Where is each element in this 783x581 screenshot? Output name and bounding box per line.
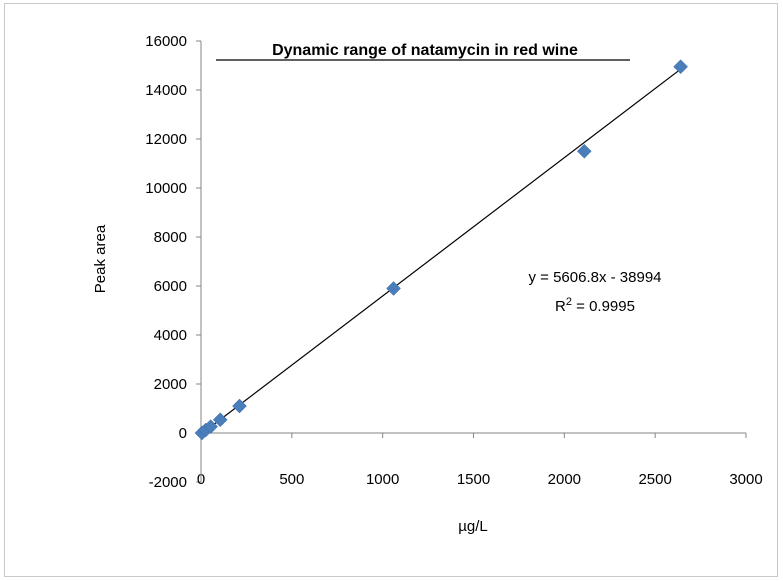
trendline-equation: y = 5606.8x - 38994 <box>528 269 661 286</box>
y-tick-label: 4000 <box>154 327 187 344</box>
chart-svg: -2000 0 2000 4000 6000 8000 10000 12000 14000 160… <box>92 33 763 535</box>
data-point <box>203 419 218 434</box>
x-axis-title: µg/L <box>458 518 488 535</box>
y-tick-label: 12000 <box>145 131 187 148</box>
x-tick-label: 1500 <box>457 471 490 488</box>
y-tick-label: 8000 <box>154 229 187 246</box>
chart-title: Dynamic range of natamycin in red wine <box>272 42 578 59</box>
x-tick-label: 3000 <box>729 471 762 488</box>
data-point <box>212 412 228 428</box>
y-tick-label: 0 <box>179 425 187 442</box>
y-tick-label: 14000 <box>145 82 187 99</box>
r-squared-prefix: R <box>555 298 566 315</box>
y-tick-label: 2000 <box>154 376 187 393</box>
x-tick-label: 500 <box>279 471 304 488</box>
x-tick-label: 1000 <box>366 471 399 488</box>
x-tick-label: 2500 <box>638 471 671 488</box>
r-squared-superscript: 2 <box>566 296 572 308</box>
data-point <box>673 59 688 75</box>
chart-frame: -2000 0 2000 4000 6000 8000 10000 12000 14000 160… <box>4 3 778 577</box>
y-tick-label: 6000 <box>154 278 187 295</box>
data-point <box>386 281 401 296</box>
y-tick-label: -2000 <box>149 474 187 491</box>
data-point <box>576 143 592 159</box>
trendline <box>200 68 681 435</box>
r-squared-label: R2 = 0.9995 <box>555 296 635 315</box>
x-tick-label: 2000 <box>548 471 581 488</box>
data-point <box>232 398 247 414</box>
r-squared-value: = 0.9995 <box>572 298 635 315</box>
data-points <box>194 59 688 441</box>
y-axis-title: Peak area <box>92 224 109 293</box>
y-tick-label: 16000 <box>145 33 187 50</box>
y-axis-ticks: -2000 0 2000 4000 6000 8000 10000 12000 14000 160… <box>145 33 201 491</box>
y-tick-label: 10000 <box>145 180 187 197</box>
x-axis-ticks: 0 500 1000 1500 2000 2500 3000 <box>197 433 763 488</box>
